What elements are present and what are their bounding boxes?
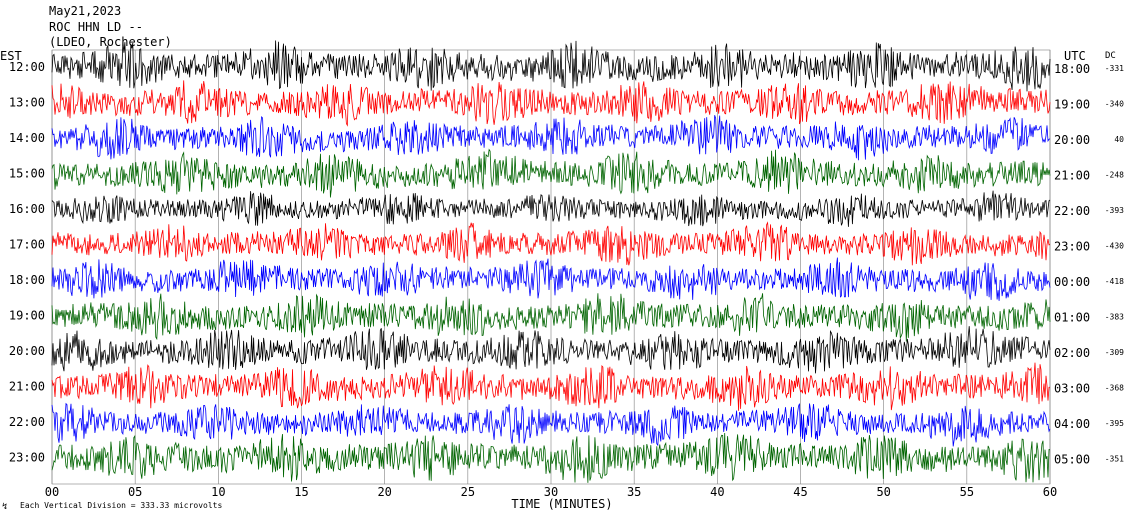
dc-offset-label: 40 xyxy=(1114,135,1124,144)
est-axis-title: EST xyxy=(0,49,22,63)
trace-line-1400 xyxy=(51,115,1051,161)
trace-line-2300 xyxy=(51,432,1051,483)
utc-hour-label: 05:00 xyxy=(1054,453,1090,467)
dc-offset-label: -248 xyxy=(1105,171,1124,180)
trace-line-1800 xyxy=(51,257,1051,301)
station-label: ROC HHN LD -- xyxy=(49,20,143,34)
est-hour-label: 17:00 xyxy=(9,238,45,252)
dc-offset-label: -351 xyxy=(1105,455,1124,464)
dc-offset-label: -309 xyxy=(1105,348,1124,357)
x-tick-label: 20 xyxy=(377,485,391,499)
trace-line-1500 xyxy=(51,148,1051,198)
utc-hour-label: 20:00 xyxy=(1054,133,1090,147)
utc-hour-label: 21:00 xyxy=(1054,169,1090,183)
x-axis-ticks: 00 05 10 15 20 25 30 35 40 45 50 55 60 xyxy=(45,485,1057,499)
est-hour-label: 19:00 xyxy=(9,309,45,323)
x-tick-label: 10 xyxy=(211,485,225,499)
trace-line-1200 xyxy=(51,40,1051,92)
trace-line-2000 xyxy=(51,326,1051,374)
x-axis-title: TIME (MINUTES) xyxy=(511,497,612,511)
utc-hour-label: 01:00 xyxy=(1054,311,1090,325)
est-hour-label: 21:00 xyxy=(9,380,45,394)
utc-hour-label: 19:00 xyxy=(1054,98,1090,112)
utc-hour-label: 02:00 xyxy=(1054,346,1090,360)
utc-hour-label: 18:00 xyxy=(1054,62,1090,76)
dc-axis-title: DC xyxy=(1105,51,1116,61)
scale-note: Each Vertical Division = 333.33 microvol… xyxy=(20,501,222,510)
est-hour-label: 20:00 xyxy=(9,344,45,358)
utc-hour-label: 03:00 xyxy=(1054,382,1090,396)
utc-hour-label: 23:00 xyxy=(1054,240,1090,254)
date-label: May21,2023 xyxy=(49,4,121,18)
x-tick-label: 60 xyxy=(1043,485,1057,499)
x-tick-label: 30 xyxy=(544,485,558,499)
dc-offset-label: -368 xyxy=(1105,384,1124,393)
est-hour-label: 16:00 xyxy=(9,202,45,216)
est-hour-label: 22:00 xyxy=(9,415,45,429)
trace-rows xyxy=(51,40,1051,483)
dc-offset-label: -393 xyxy=(1105,206,1124,215)
trace-line-1700 xyxy=(51,221,1051,266)
scale-icon: ↯ xyxy=(2,502,7,512)
utc-axis-title: UTC xyxy=(1064,49,1086,63)
dc-offset-label: -395 xyxy=(1105,419,1124,428)
dc-offset-label: -331 xyxy=(1105,64,1124,73)
est-hour-label: 13:00 xyxy=(9,96,45,110)
x-tick-label: 35 xyxy=(627,485,641,499)
dc-offset-label: -383 xyxy=(1105,313,1124,322)
utc-hour-label: 04:00 xyxy=(1054,417,1090,431)
dc-offset-label: -430 xyxy=(1105,242,1124,251)
est-hour-label: 12:00 xyxy=(9,60,45,74)
x-tick-label: 00 xyxy=(45,485,59,499)
trace-line-2100 xyxy=(51,362,1051,411)
est-hour-label: 18:00 xyxy=(9,273,45,287)
x-tick-label: 05 xyxy=(128,485,142,499)
x-tick-label: 40 xyxy=(710,485,724,499)
est-hour-label: 15:00 xyxy=(9,167,45,181)
x-tick-label: 45 xyxy=(793,485,807,499)
est-hour-label: 14:00 xyxy=(9,131,45,145)
x-tick-label: 15 xyxy=(294,485,308,499)
trace-line-1900 xyxy=(51,293,1051,342)
trace-line-1600 xyxy=(51,190,1051,227)
x-tick-label: 50 xyxy=(876,485,890,499)
x-tick-label: 55 xyxy=(960,485,974,499)
row-labels: 12:00 18:00 -331 13:00 19:00 -340 14:00 20:00 40… xyxy=(9,60,1124,467)
dc-offset-label: -340 xyxy=(1105,100,1124,109)
est-hour-label: 23:00 xyxy=(9,451,45,465)
plot-frame xyxy=(51,49,1051,485)
trace-line-1300 xyxy=(51,80,1051,127)
grid-lines xyxy=(51,49,1051,485)
utc-hour-label: 22:00 xyxy=(1054,204,1090,218)
location-label: (LDEO, Rochester) xyxy=(49,35,172,49)
trace-line-2200 xyxy=(51,402,1051,447)
utc-hour-label: 00:00 xyxy=(1054,275,1090,289)
x-tick-label: 25 xyxy=(461,485,475,499)
dc-offset-label: -418 xyxy=(1105,277,1124,286)
